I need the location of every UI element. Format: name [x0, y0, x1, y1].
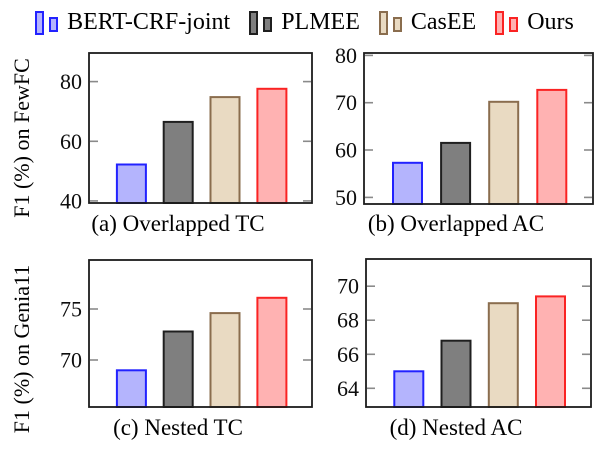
bar-plmee — [440, 141, 472, 205]
legend-bars-icon — [249, 10, 273, 35]
legend-bar-swatch — [263, 17, 273, 32]
legend-bar-swatch — [495, 11, 505, 35]
legend-bar-swatch — [378, 11, 388, 35]
legend-bar-swatch — [392, 17, 402, 32]
y-tick-label: 66 — [337, 342, 359, 367]
y-tick-label: 60 — [60, 129, 82, 154]
bar-casee — [487, 302, 519, 409]
y-tick-label: 80 — [60, 69, 82, 94]
caption-overlapped-ac: (b) Overlapped AC — [367, 211, 545, 236]
bar-casee — [488, 100, 520, 205]
bar-ours — [536, 88, 568, 205]
legend-bar-swatch — [49, 17, 59, 32]
y-tick-label: 68 — [337, 308, 359, 333]
legend-item-plmee: PLMEE — [249, 9, 360, 35]
caption-nested-ac: (d) Nested AC — [389, 415, 523, 440]
y-tick-label: 80 — [335, 43, 357, 68]
legend-bars-icon — [378, 10, 402, 35]
axis-frame — [88, 52, 313, 204]
axis-frame — [365, 258, 592, 408]
y-tick-label: 40 — [60, 188, 82, 213]
axis-frame — [88, 259, 313, 408]
legend-item-casee: CasEE — [378, 9, 477, 35]
legend-label: CasEE — [410, 9, 477, 35]
y-tick-label: 64 — [337, 376, 359, 401]
legend-bar-swatch — [509, 17, 519, 32]
legend-bars-icon — [495, 10, 519, 35]
axis-frame — [363, 52, 594, 205]
bar-casee — [209, 312, 241, 409]
legend-label: BERT-CRF-joint — [67, 9, 231, 35]
legend-bar-swatch — [35, 11, 45, 35]
bar-plmee — [440, 339, 472, 409]
y-tick-label: 50 — [335, 185, 357, 210]
bar-bert-crf-joint — [115, 369, 147, 408]
y-tick-label: 75 — [60, 297, 82, 322]
y-tick-label: 70 — [335, 90, 357, 115]
y-tick-label: 60 — [335, 138, 357, 163]
bar-ours — [256, 296, 288, 408]
bar-casee — [209, 96, 241, 204]
caption-nested-tc: (c) Nested TC — [113, 415, 243, 440]
bar-ours — [256, 87, 288, 204]
legend-item-ours: Ours — [495, 9, 574, 35]
legend-bars-icon — [35, 10, 59, 35]
bar-ours — [535, 295, 566, 408]
bar-plmee — [162, 120, 194, 204]
legend-bar-swatch — [249, 11, 259, 35]
chart-legend: BERT-CRF-joint PLMEE CasEE Ours — [0, 3, 609, 35]
y-tick-label: 70 — [60, 348, 82, 373]
legend-label: PLMEE — [281, 9, 360, 35]
bar-plmee — [162, 330, 194, 408]
y-tick-label: 70 — [337, 274, 359, 299]
bar-bert-crf-joint — [393, 370, 425, 408]
bar-bert-crf-joint — [115, 163, 147, 204]
bar-bert-crf-joint — [392, 161, 423, 206]
legend-item-bert-crf-joint: BERT-CRF-joint — [35, 9, 230, 35]
legend-label: Ours — [527, 9, 574, 35]
caption-overlapped-tc: (a) Overlapped TC — [91, 211, 265, 236]
